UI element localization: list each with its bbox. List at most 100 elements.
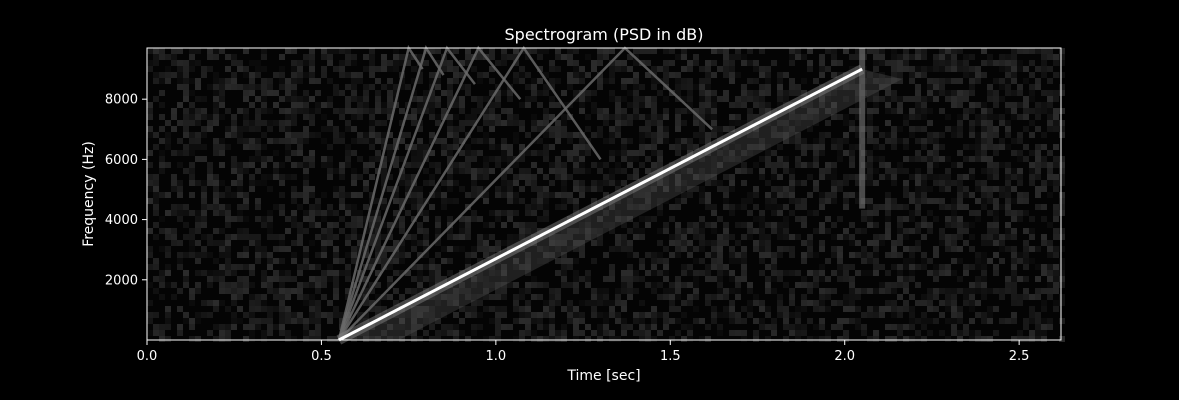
noise-cell (309, 282, 315, 288)
noise-cell (351, 228, 357, 234)
noise-cell (441, 294, 447, 300)
noise-cell (411, 186, 417, 192)
noise-cell (981, 318, 987, 324)
noise-cell (165, 234, 171, 240)
noise-cell (243, 114, 249, 120)
noise-cell (915, 150, 921, 156)
noise-cell (393, 138, 399, 144)
noise-cell (933, 60, 939, 66)
noise-cell (951, 90, 957, 96)
noise-cell (303, 246, 309, 252)
noise-cell (471, 300, 477, 306)
noise-cell (1047, 240, 1053, 246)
noise-cell (633, 72, 639, 78)
noise-cell (621, 270, 627, 276)
noise-cell (303, 168, 309, 174)
noise-cell (789, 186, 795, 192)
noise-cell (975, 186, 981, 192)
noise-cell (309, 60, 315, 66)
noise-cell (291, 102, 297, 108)
noise-cell (201, 156, 207, 162)
noise-cell (915, 300, 921, 306)
noise-cell (1053, 234, 1059, 240)
noise-cell (177, 150, 183, 156)
noise-cell (681, 180, 687, 186)
noise-cell (873, 102, 879, 108)
noise-cell (813, 336, 819, 342)
noise-cell (783, 72, 789, 78)
noise-cell (1035, 204, 1041, 210)
noise-cell (663, 258, 669, 264)
noise-cell (651, 264, 657, 270)
noise-cell (633, 90, 639, 96)
noise-cell (507, 54, 513, 60)
noise-cell (567, 132, 573, 138)
noise-cell (675, 228, 681, 234)
noise-cell (243, 138, 249, 144)
noise-cell (939, 144, 945, 150)
noise-cell (543, 156, 549, 162)
noise-cell (279, 96, 285, 102)
noise-cell (369, 306, 375, 312)
noise-cell (399, 252, 405, 258)
noise-cell (567, 312, 573, 318)
noise-cell (1035, 114, 1041, 120)
noise-cell (273, 258, 279, 264)
noise-cell (495, 96, 501, 102)
noise-cell (645, 102, 651, 108)
noise-cell (387, 150, 393, 156)
noise-cell (915, 156, 921, 162)
noise-cell (873, 234, 879, 240)
noise-cell (945, 222, 951, 228)
noise-cell (807, 48, 813, 54)
noise-cell (279, 210, 285, 216)
noise-cell (1053, 174, 1059, 180)
noise-cell (1059, 60, 1065, 66)
noise-cell (477, 78, 483, 84)
noise-cell (807, 270, 813, 276)
noise-cell (885, 300, 891, 306)
noise-cell (285, 312, 291, 318)
noise-cell (909, 246, 915, 252)
noise-cell (879, 132, 885, 138)
noise-cell (591, 228, 597, 234)
noise-cell (975, 312, 981, 318)
noise-cell (777, 204, 783, 210)
noise-cell (1035, 192, 1041, 198)
noise-cell (477, 300, 483, 306)
noise-cell (891, 54, 897, 60)
noise-cell (1023, 114, 1029, 120)
noise-cell (507, 180, 513, 186)
noise-cell (315, 210, 321, 216)
noise-cell (315, 330, 321, 336)
noise-cell (267, 258, 273, 264)
noise-cell (555, 192, 561, 198)
noise-cell (549, 234, 555, 240)
noise-cell (639, 204, 645, 210)
noise-cell (573, 246, 579, 252)
noise-cell (213, 72, 219, 78)
noise-cell (369, 48, 375, 54)
noise-cell (279, 108, 285, 114)
noise-cell (531, 198, 537, 204)
noise-cell (999, 78, 1005, 84)
noise-cell (381, 132, 387, 138)
noise-cell (219, 210, 225, 216)
x-axis-label: Time [sec] (566, 368, 640, 384)
noise-cell (927, 96, 933, 102)
noise-cell (525, 72, 531, 78)
noise-cell (147, 174, 153, 180)
noise-cell (537, 216, 543, 222)
noise-cell (525, 54, 531, 60)
noise-cell (411, 78, 417, 84)
noise-cell (531, 210, 537, 216)
noise-cell (195, 318, 201, 324)
noise-cell (801, 150, 807, 156)
noise-cell (921, 324, 927, 330)
noise-cell (753, 300, 759, 306)
noise-cell (231, 132, 237, 138)
noise-cell (975, 300, 981, 306)
noise-cell (225, 78, 231, 84)
noise-cell (1047, 78, 1053, 84)
noise-cell (351, 234, 357, 240)
